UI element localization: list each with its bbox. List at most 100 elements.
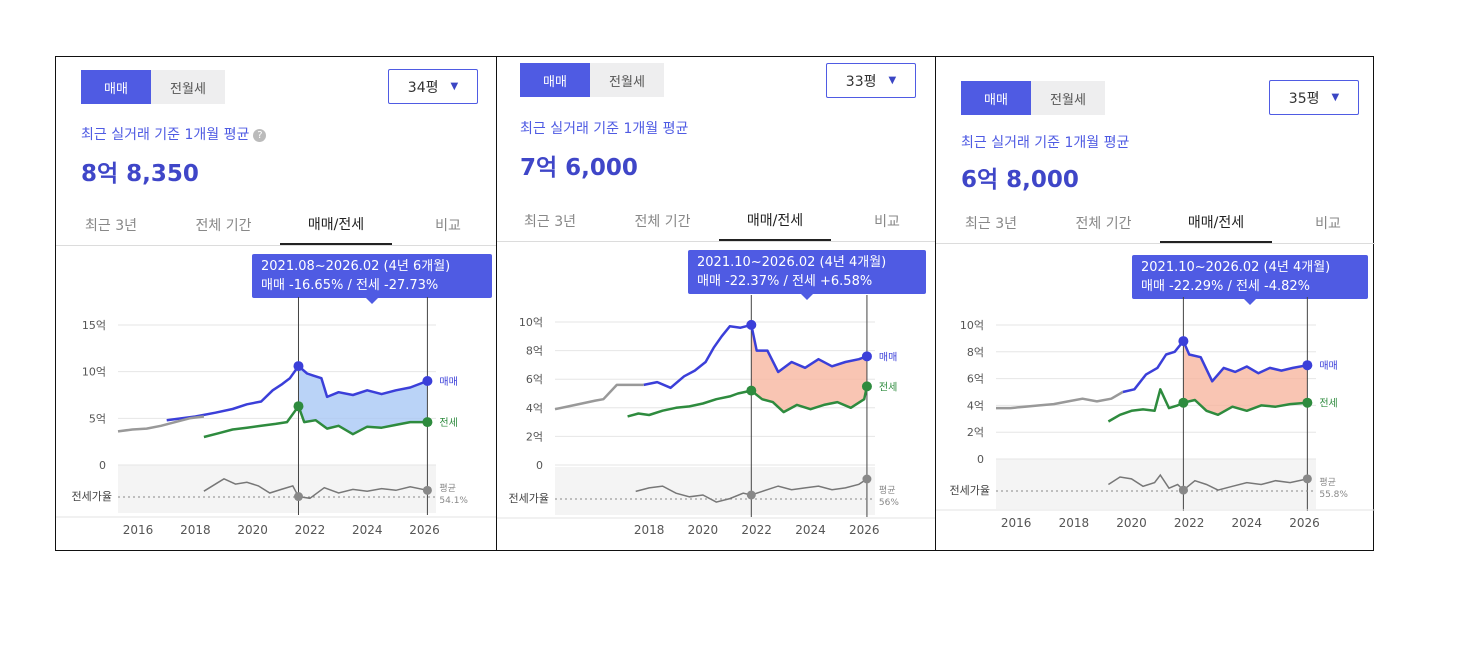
jeonse-end-marker — [422, 417, 433, 428]
tab-sale-jeonse[interactable]: 매매/전세 — [280, 205, 392, 245]
view-tabs: 최근 3년 전체 기간 매매/전세 비교 — [936, 203, 1375, 244]
ratio-label: 전세가율 — [509, 492, 549, 505]
tooltip-change: 매매 -16.65% / 전세 -27.73% — [261, 278, 439, 293]
ratio-label: 전세가율 — [72, 490, 112, 503]
tab-all-period[interactable]: 전체 기간 — [634, 214, 691, 230]
y-tick-label: 0 — [977, 453, 984, 466]
size-select[interactable]: 33평 ▼ — [826, 63, 916, 98]
chevron-down-icon: ▼ — [450, 81, 459, 92]
tab-sale-jeonse[interactable]: 매매/전세 — [719, 201, 831, 241]
y-tick-label: 0 — [99, 459, 106, 472]
apartment-panel-3: 매매 전월세 35평 ▼ 최근 실거래 기준 1개월 평균 6억 8,000 최… — [936, 57, 1375, 550]
range-fill — [751, 324, 867, 413]
y-tick-label: 4억 — [526, 402, 543, 415]
tab-compare[interactable]: 비교 — [874, 214, 900, 230]
size-label: 34평 — [407, 79, 439, 96]
x-tick-label: 2018 — [1059, 516, 1090, 530]
jeonse-end-label: 전세 — [439, 417, 457, 429]
ratio-end-marker — [862, 474, 872, 484]
deal-type-toggle: 매매 전월세 — [961, 81, 1105, 115]
price-basis-text: 최근 실거래 기준 1개월 평균 — [81, 127, 250, 143]
tooltip-period: 2021.10~2026.02 (4년 4개월) — [697, 255, 887, 270]
ratio-avg-label: 평균 — [439, 483, 456, 494]
size-select[interactable]: 35평 ▼ — [1269, 80, 1359, 115]
average-price: 7억 6,000 — [520, 155, 638, 181]
average-price: 6억 8,000 — [961, 167, 1079, 193]
size-label: 33평 — [845, 73, 877, 90]
size-select[interactable]: 34평 ▼ — [388, 69, 478, 104]
x-tick-label: 2024 — [1232, 516, 1263, 530]
ratio-avg-value: 55.8% — [1319, 490, 1348, 500]
x-tick-label: 2018 — [634, 523, 665, 537]
tab-sale[interactable]: 매매 — [81, 70, 151, 104]
ratio-end-marker — [1302, 474, 1312, 484]
price-basis-label: 최근 실거래 기준 1개월 평균 — [961, 135, 1130, 151]
sale-peak-marker — [293, 361, 304, 372]
y-tick-label: 10억 — [519, 316, 543, 329]
x-tick-label: 2024 — [795, 523, 826, 537]
x-tick-label: 2020 — [237, 523, 268, 537]
y-tick-label: 5억 — [89, 412, 106, 425]
ratio-avg-value: 54.1% — [439, 496, 468, 506]
sale-end-label: 매매 — [439, 376, 457, 388]
jeonse-start-marker — [1178, 397, 1189, 408]
jeonse-end-label: 전세 — [879, 381, 897, 393]
sale-end-label: 매매 — [879, 351, 897, 363]
tab-rent[interactable]: 전월세 — [170, 81, 206, 97]
tab-compare[interactable]: 비교 — [1315, 216, 1341, 232]
sale-end-marker — [1302, 360, 1313, 371]
past-price-line — [554, 383, 644, 411]
tab-all-period[interactable]: 전체 기간 — [195, 218, 252, 234]
tab-recent-3y[interactable]: 최근 3년 — [524, 214, 576, 230]
sale-peak-marker — [1178, 336, 1189, 347]
sale-price-line — [166, 364, 428, 422]
y-tick-label: 6억 — [526, 373, 543, 386]
past-price-line — [117, 415, 205, 433]
chevron-down-icon: ▼ — [1331, 92, 1340, 103]
tab-rent[interactable]: 전월세 — [609, 74, 645, 90]
y-tick-label: 8억 — [526, 345, 543, 358]
tab-recent-3y[interactable]: 최근 3년 — [965, 216, 1017, 232]
period-change-tooltip: 2021.10~2026.02 (4년 4개월) 매매 -22.37% / 전세… — [688, 250, 926, 300]
apartment-panel-2: 매매 전월세 33평 ▼ 최근 실거래 기준 1개월 평균 7억 6,000 최… — [497, 57, 936, 550]
y-tick-label: 2억 — [967, 426, 984, 439]
ratio-start-marker — [1178, 485, 1188, 495]
help-icon[interactable]: ? — [253, 129, 267, 142]
jeonse-start-marker — [746, 385, 757, 396]
ratio-band — [555, 467, 875, 515]
x-tick-label: 2026 — [1289, 516, 1320, 530]
comparison-frame: 매매 전월세 34평 ▼ 최근 실거래 기준 1개월 평균? 8억 8,350 … — [55, 56, 1375, 551]
x-tick-label: 2022 — [741, 523, 772, 537]
tab-sale[interactable]: 매매 — [961, 81, 1031, 115]
y-tick-label: 10억 — [82, 366, 106, 379]
jeonse-end-label: 전세 — [1319, 398, 1337, 410]
sale-end-marker — [861, 351, 872, 362]
ratio-line — [1107, 473, 1308, 492]
tab-sale[interactable]: 매매 — [520, 63, 590, 97]
period-change-tooltip: 2021.08~2026.02 (4년 6개월) 매매 -16.65% / 전세… — [252, 254, 492, 304]
x-tick-label: 2022 — [1174, 516, 1205, 530]
tooltip-period: 2021.10~2026.02 (4년 4개월) — [1141, 260, 1331, 275]
tab-all-period[interactable]: 전체 기간 — [1075, 216, 1132, 232]
past-price-line — [996, 390, 1124, 410]
range-fill — [1183, 341, 1308, 415]
sale-peak-marker — [746, 319, 757, 330]
x-tick-label: 2018 — [180, 523, 211, 537]
ratio-start-marker — [746, 490, 756, 500]
tab-rent[interactable]: 전월세 — [1050, 92, 1086, 108]
tab-compare[interactable]: 비교 — [435, 218, 461, 234]
ratio-end-marker — [422, 485, 432, 495]
tab-sale-jeonse[interactable]: 매매/전세 — [1160, 203, 1272, 243]
x-tick-label: 2026 — [849, 523, 880, 537]
ratio-avg-value: 56% — [879, 498, 899, 508]
x-tick-label: 2020 — [1116, 516, 1147, 530]
jeonse-price-line — [1107, 388, 1308, 423]
tab-recent-3y[interactable]: 최근 3년 — [85, 218, 137, 234]
period-change-tooltip: 2021.10~2026.02 (4년 4개월) 매매 -22.29% / 전세… — [1132, 255, 1368, 305]
apartment-panel-1: 매매 전월세 34평 ▼ 최근 실거래 기준 1개월 평균? 8억 8,350 … — [56, 57, 497, 550]
average-price: 8억 8,350 — [81, 161, 199, 187]
price-basis-label: 최근 실거래 기준 1개월 평균? — [81, 124, 267, 144]
